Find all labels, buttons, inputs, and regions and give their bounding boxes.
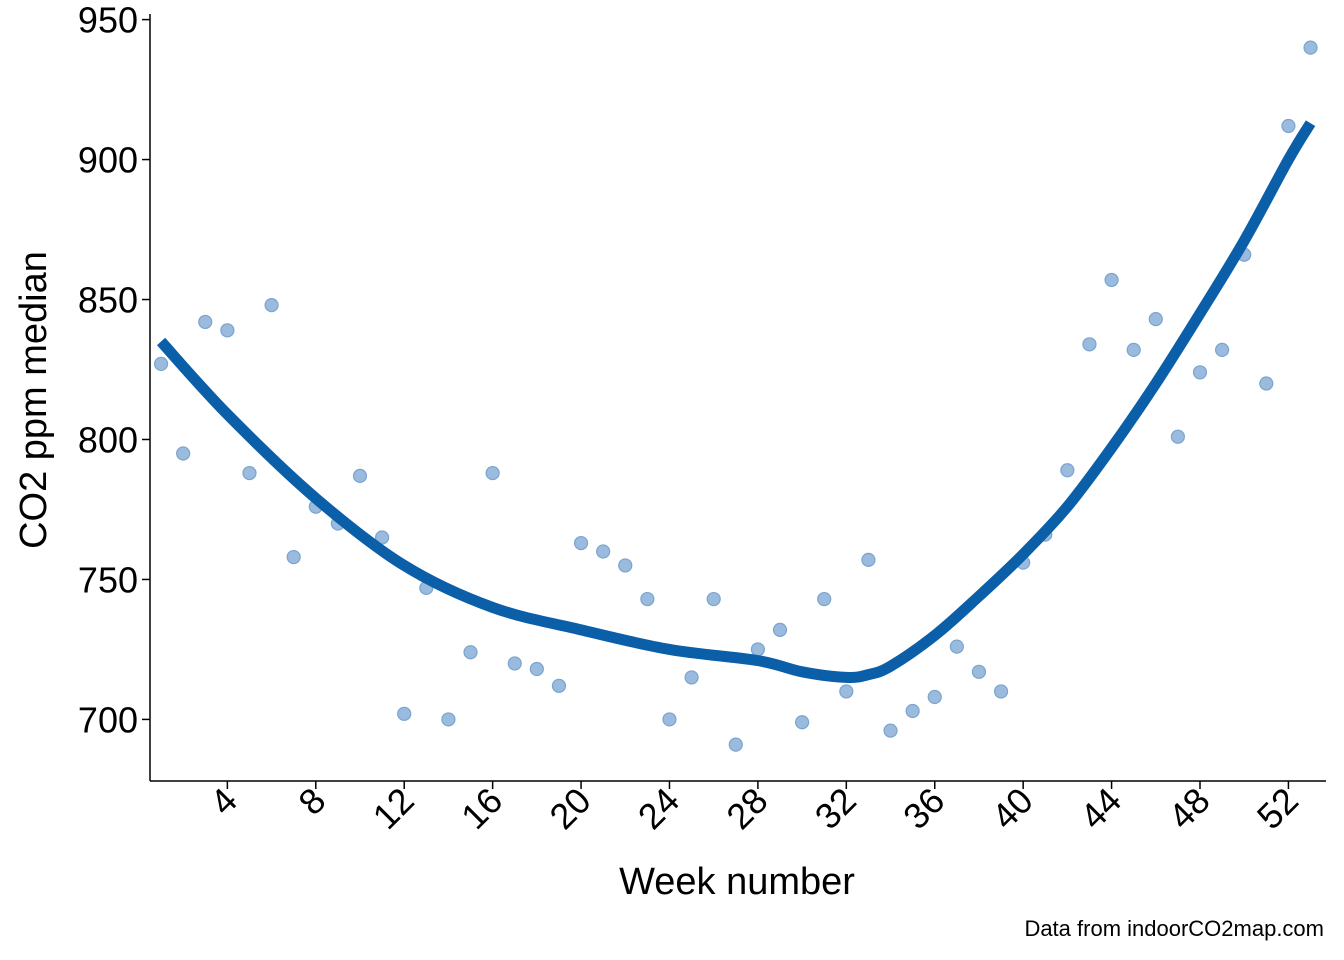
data-point <box>485 465 500 481</box>
scatter-points <box>153 40 1318 752</box>
data-point <box>198 314 213 330</box>
y-tick-label: 850 <box>78 280 138 321</box>
x-tick-label: 28 <box>718 780 775 837</box>
data-point <box>1192 365 1208 380</box>
data-point <box>153 356 169 372</box>
data-point <box>1215 342 1230 358</box>
data-point <box>375 530 390 545</box>
x-tick-label: 32 <box>807 780 864 837</box>
x-tick-label: 12 <box>365 780 422 837</box>
data-point <box>596 544 611 559</box>
data-point <box>927 689 942 705</box>
data-point <box>1303 40 1318 55</box>
data-point <box>971 664 987 679</box>
data-point <box>1104 272 1119 288</box>
y-tick-label: 950 <box>78 0 138 41</box>
y-tick-label: 700 <box>78 699 138 740</box>
data-point <box>1126 342 1141 358</box>
y-tick-label: 750 <box>78 559 138 600</box>
y-axis-title: CO2 ppm median <box>13 251 55 549</box>
data-point <box>1259 376 1274 391</box>
x-tick-label: 16 <box>453 780 510 837</box>
x-tick-label: 24 <box>630 780 687 837</box>
x-axis: 4 8 12 16 20 24 28 32 36 40 44 48 52 <box>150 780 1326 837</box>
data-point <box>441 712 456 727</box>
data-point <box>264 298 279 313</box>
data-point <box>839 684 854 699</box>
data-point <box>551 678 567 693</box>
x-tick-label: 4 <box>202 780 245 823</box>
data-point <box>662 712 677 727</box>
data-point <box>993 684 1009 699</box>
data-point <box>949 639 964 654</box>
x-tick-label: 52 <box>1249 780 1306 837</box>
data-point <box>883 723 898 738</box>
x-tick-label: 48 <box>1160 780 1217 837</box>
data-point <box>684 670 699 685</box>
y-axis: 700 750 800 850 900 950 <box>78 0 151 781</box>
data-point <box>905 703 920 719</box>
data-point <box>397 706 412 721</box>
x-axis-ticks: 4 8 12 16 20 24 28 32 36 40 44 48 52 <box>202 780 1306 837</box>
data-point <box>1082 337 1097 352</box>
data-point <box>728 737 743 752</box>
x-tick-label: 8 <box>290 780 333 823</box>
data-source-caption: Data from indoorCO2map.com <box>1024 916 1324 941</box>
x-tick-label: 44 <box>1072 780 1129 837</box>
data-point <box>817 591 832 607</box>
data-point <box>176 446 191 461</box>
data-point <box>750 642 765 657</box>
data-point <box>286 549 301 565</box>
data-point <box>242 465 257 481</box>
data-point <box>772 622 788 637</box>
data-point <box>573 535 589 551</box>
x-tick-label: 20 <box>541 780 598 837</box>
data-point <box>507 656 522 671</box>
data-point <box>795 715 810 730</box>
data-point <box>352 468 368 483</box>
y-tick-label: 900 <box>78 140 138 181</box>
smoothed-trend-line <box>156 120 1316 684</box>
data-point <box>1281 118 1296 134</box>
x-axis-title: Week number <box>619 861 855 903</box>
data-point <box>220 323 235 338</box>
data-point <box>463 645 478 660</box>
data-point <box>1170 429 1185 444</box>
x-tick-label: 36 <box>895 780 952 837</box>
y-axis-ticks: 700 750 800 850 900 950 <box>78 0 150 740</box>
data-point <box>640 591 655 607</box>
data-point <box>529 661 544 677</box>
data-point <box>618 558 633 573</box>
y-tick-label: 800 <box>78 419 138 460</box>
data-point <box>1060 463 1075 478</box>
data-point <box>1148 312 1163 327</box>
data-point <box>706 591 721 607</box>
x-tick-label: 40 <box>984 780 1041 837</box>
data-point <box>861 552 876 567</box>
